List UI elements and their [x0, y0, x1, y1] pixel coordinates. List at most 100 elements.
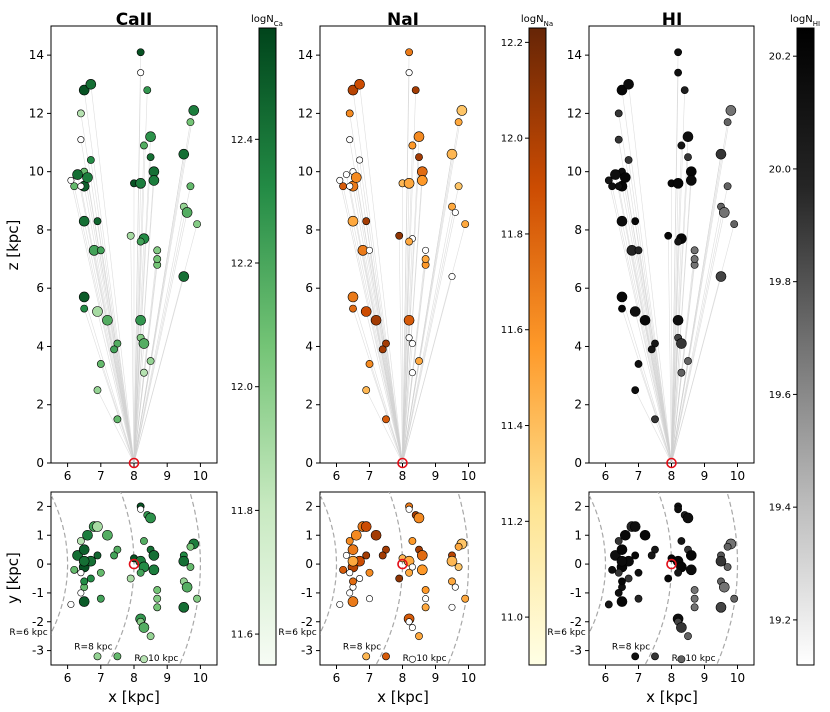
caii-xy-point — [80, 577, 89, 586]
hi-xz-point — [608, 182, 616, 191]
nai-sightline — [402, 276, 453, 463]
nai-xz-point — [345, 109, 354, 118]
nai-xy-point — [365, 568, 374, 577]
hi-xz-point — [685, 175, 697, 186]
hi-xz-point — [604, 176, 613, 185]
hi-xy-point — [674, 568, 682, 577]
caii-xz-point — [92, 306, 103, 317]
caii-xy-xtick-label: 7 — [97, 671, 105, 685]
caii-sightline — [133, 337, 141, 463]
caii-xy-point — [140, 655, 148, 664]
nai-xy-point — [336, 600, 344, 608]
nai-ring-label: R=10 kpc — [403, 654, 447, 664]
nai-sightlines — [339, 52, 466, 463]
caii-sightline — [117, 419, 135, 463]
caii-xy-plot: 6 7 8 9 10 -3 -2 -1 0 1 2 R=6 kpc R=8 kpc R=10 kpc — [9, 491, 218, 685]
nai-sightline — [342, 186, 403, 463]
caii-xz-point — [136, 48, 145, 57]
nai-colorbar-tick-label: 11.8 — [501, 229, 523, 240]
nai-xz-point — [405, 69, 413, 77]
caii-xz-ztick-label: 14 — [29, 48, 44, 62]
nai-xz-ztick-label: 10 — [298, 165, 313, 179]
hi-xz-point — [614, 182, 623, 191]
caii-sightline — [83, 221, 135, 463]
hi-xy-point — [604, 600, 613, 609]
hi-xz-point — [639, 314, 651, 326]
hi-xy-point — [608, 565, 616, 574]
caii-xy-point — [145, 512, 156, 524]
caii-sightline — [83, 90, 135, 463]
caii-xz-ztick-label: 2 — [36, 398, 44, 412]
caii-xy-xtick-label: 9 — [163, 671, 171, 685]
nai-xz-point — [408, 340, 416, 348]
caii-xy-point — [92, 521, 103, 532]
caii-xz-point — [140, 368, 148, 377]
nai-ring — [446, 492, 470, 665]
caii-xz-xtick-label: 6 — [64, 469, 72, 483]
nai-sightline — [369, 363, 403, 463]
nai-xz-point — [378, 345, 387, 354]
hi-xz-point — [634, 360, 643, 368]
caii-xz-point — [138, 338, 150, 349]
nai-xy-point — [342, 551, 350, 559]
nai-xz-point — [356, 156, 364, 164]
nai-xz-point — [349, 304, 357, 313]
hi-xy-point — [682, 512, 694, 524]
caii-xz-ztick-label: 0 — [36, 456, 44, 470]
nai-xy-point — [416, 550, 428, 561]
nai-xy-point — [356, 574, 364, 582]
nai-colorbar-gradient — [528, 27, 547, 666]
hi-xz-point — [682, 131, 694, 143]
caii-sightline — [90, 84, 135, 463]
nai-xy-xtick-label: 10 — [461, 671, 476, 685]
caii-sightline — [133, 154, 185, 463]
hi-panel-title: HI — [662, 10, 683, 30]
caii-xy-point — [148, 550, 160, 561]
caii-xz-point — [102, 314, 113, 326]
nai-xz-point — [346, 182, 354, 190]
caii-xz-point — [135, 178, 146, 189]
hi-sightline — [628, 84, 672, 463]
caii-xy-sun-marker — [128, 558, 140, 570]
hi-colorbar-tick-label: 20.2 — [769, 52, 791, 63]
hi-xy-point — [614, 568, 623, 577]
nai-xy-plot: 6 7 8 9 10 -3 -2 -1 0 1 2 R=6 kpc R=8 kpc R=10 kpc — [278, 491, 486, 685]
caii-xz-point — [113, 339, 122, 348]
caii-xy-point — [67, 600, 75, 608]
caii-xy-ytick-label: -3 — [32, 644, 44, 658]
caii-xy-point — [70, 565, 79, 574]
hi-xy-point — [618, 577, 626, 586]
nai-sightline — [359, 84, 403, 463]
hi-xz-point — [672, 314, 684, 326]
hi-xz-point — [674, 48, 682, 57]
nai-xz-point — [382, 339, 390, 348]
nai-xy-point — [347, 596, 359, 607]
caii-xz-point — [77, 136, 85, 144]
nai-xy-point — [408, 655, 416, 663]
hi-colorbar-gradient — [796, 27, 815, 666]
hi-sightline — [634, 390, 672, 463]
hi-xy-point — [634, 568, 643, 577]
caii-xz-point — [85, 78, 97, 90]
caii-xy-point — [78, 555, 90, 567]
caii-sightline — [97, 311, 135, 463]
hi-xz-point — [690, 246, 699, 255]
nai-xy-point — [350, 529, 362, 541]
nai-xz-ztick-label: 2 — [305, 398, 313, 412]
hi-xz-point — [618, 304, 626, 313]
caii-xy-point — [93, 551, 102, 560]
hi-sightline — [654, 419, 672, 463]
hi-xy-point — [690, 603, 699, 612]
hi-xy-ytick-label: 2 — [574, 499, 582, 513]
hi-xz-point — [651, 339, 659, 348]
nai-xy-point — [448, 577, 456, 586]
caii-xy-point — [126, 574, 135, 583]
nai-xy-point — [362, 652, 371, 661]
caii-xy-point — [113, 652, 122, 661]
caii-colorbar-gradient — [258, 27, 277, 666]
hi-xz-point — [614, 109, 623, 118]
caii-xz-xtick-label: 10 — [193, 469, 208, 483]
hi-xz-ztick-label: 12 — [567, 106, 582, 120]
nai-sightline — [352, 296, 403, 463]
nai-xy-point — [346, 589, 354, 597]
